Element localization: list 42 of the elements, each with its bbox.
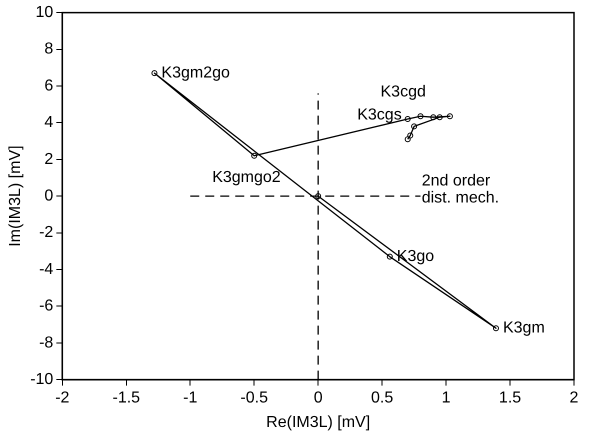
y-tick-label: -10 — [30, 371, 54, 388]
x-tick-label: 2 — [570, 390, 579, 407]
point — [404, 136, 411, 142]
annotation: K3gm2go — [161, 64, 230, 82]
x-tick-label: 0 — [314, 390, 323, 407]
point — [418, 113, 424, 120]
point — [315, 193, 322, 200]
x-tick-label: 0.5 — [370, 390, 394, 407]
y-tick-label: -6 — [39, 298, 54, 315]
point — [151, 70, 158, 76]
y-tick-label: -2 — [39, 224, 54, 242]
point — [446, 113, 453, 120]
x-axis-title: Re(IM3L) [mV] — [266, 414, 370, 431]
point — [492, 325, 499, 332]
annotation: 2nd order dist. mech. — [422, 172, 500, 207]
y-tick-label: 10 — [36, 4, 54, 22]
y-tick-label: 4 — [44, 114, 54, 132]
point — [404, 116, 411, 122]
point — [386, 254, 393, 260]
x-tick-label: -0.5 — [240, 390, 268, 407]
y-tick-label: 2 — [44, 150, 54, 168]
y-tick-label: -8 — [39, 334, 54, 352]
point — [407, 132, 414, 139]
annotation: K3go — [396, 248, 434, 266]
y-tick-label: 8 — [44, 40, 54, 58]
annotation: K3gmgo2 — [212, 169, 281, 186]
point — [436, 114, 443, 120]
annotation: K3cgs — [357, 106, 402, 124]
y-tick-label: 6 — [44, 77, 54, 94]
point — [251, 152, 258, 159]
x-tick-label: 1.5 — [498, 390, 522, 407]
y-axis-title: Im(IM3L) [mV] — [7, 145, 24, 247]
x-tick-label: -2 — [55, 390, 70, 407]
point — [430, 114, 436, 120]
point — [411, 123, 418, 130]
x-tick-label: 1 — [442, 390, 451, 407]
annotation: K3cgd — [380, 84, 426, 101]
x-tick-label: -1 — [183, 390, 198, 407]
x-tick-label: -1.5 — [112, 390, 140, 407]
y-tick-label: 0 — [44, 188, 54, 205]
annotation: K3gm — [502, 320, 545, 337]
y-tick-label: -4 — [39, 260, 54, 278]
